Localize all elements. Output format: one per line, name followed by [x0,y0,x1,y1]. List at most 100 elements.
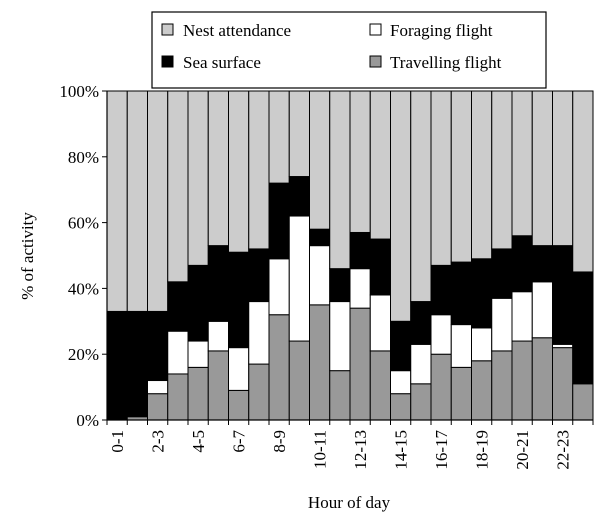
legend-label-sea-surface: Sea surface [183,53,261,72]
bar-foraging-flight-3-4 [167,330,189,375]
bar-sea-surface-19-20 [491,248,513,299]
bar-travelling-flight-11-12 [329,370,351,421]
bar-travelling-flight-14-15 [390,393,412,421]
x-tick-label: 8-9 [270,430,289,453]
legend-swatch-travelling-flight [369,55,382,68]
bar-foraging-flight-8-9 [268,258,290,316]
bar-sea-surface-17-18 [450,261,472,326]
bar-nest-attendance-13-14 [369,90,391,240]
legend-swatch-nest-attendance [161,23,174,36]
bar-foraging-flight-17-18 [450,324,472,368]
bar-foraging-flight-10-11 [309,245,331,306]
bar-sea-surface-1-2 [126,310,148,418]
bar-travelling-flight-13-14 [369,350,391,421]
y-axis-title: % of activity [18,212,37,300]
bar-nest-attendance-23-24 [572,90,594,273]
bar-sea-surface-18-19 [471,258,493,329]
bar-nest-attendance-0-1 [106,90,128,312]
bar-sea-surface-23-24 [572,271,594,385]
y-tick-label: 40% [68,279,99,298]
bar-sea-surface-9-10 [288,176,310,217]
bar-nest-attendance-17-18 [450,90,472,263]
legend-label-travelling-flight: Travelling flight [390,53,502,72]
bar-sea-surface-11-12 [329,268,351,303]
y-tick-label: 60% [68,214,99,233]
y-tick-label: 100% [59,82,99,101]
bar-nest-attendance-9-10 [288,90,310,178]
bar-sea-surface-4-5 [187,264,209,342]
y-tick-label: 80% [68,148,99,167]
x-tick-label: 6-7 [230,430,249,453]
bar-nest-attendance-10-11 [309,90,331,230]
bar-nest-attendance-1-2 [126,90,148,312]
bar-nest-attendance-5-6 [207,90,229,247]
bar-foraging-flight-16-17 [430,314,452,355]
bars-group [106,90,594,421]
bar-sea-surface-6-7 [228,251,250,349]
bar-travelling-flight-4-5 [187,366,209,421]
x-tick-label: 22-23 [554,430,573,470]
bar-nest-attendance-8-9 [268,90,290,184]
y-tick-label: 20% [68,345,99,364]
bar-foraging-flight-7-8 [248,301,270,365]
bar-travelling-flight-22-23 [552,347,574,421]
bar-sea-surface-12-13 [349,231,371,270]
bar-sea-surface-8-9 [268,182,290,260]
bar-foraging-flight-5-6 [207,320,229,352]
legend-swatch-foraging-flight [369,23,382,36]
bar-nest-attendance-4-5 [187,90,209,266]
legend: Nest attendance Foraging flight Sea surf… [151,11,547,89]
x-tick-label: 0-1 [108,430,127,453]
bar-travelling-flight-5-6 [207,350,229,421]
bar-foraging-flight-15-16 [410,343,432,385]
bar-sea-surface-2-3 [147,310,169,382]
bar-foraging-flight-13-14 [369,294,391,352]
bar-foraging-flight-4-5 [187,340,209,368]
bar-travelling-flight-7-8 [248,363,270,421]
bar-foraging-flight-9-10 [288,215,310,342]
x-axis-title: Hour of day [308,493,391,512]
bar-travelling-flight-10-11 [309,304,331,421]
legend-label-foraging-flight: Foraging flight [390,21,493,40]
bar-nest-attendance-12-13 [349,90,371,233]
bar-sea-surface-10-11 [309,228,331,247]
x-tick-label: 16-17 [432,430,451,470]
bar-nest-attendance-20-21 [511,90,533,237]
bar-foraging-flight-6-7 [228,347,250,391]
bar-travelling-flight-19-20 [491,350,513,421]
bar-travelling-flight-8-9 [268,314,290,421]
legend-swatch-sea-surface [161,55,174,68]
bar-sea-surface-22-23 [552,245,574,345]
bar-sea-surface-13-14 [369,238,391,296]
bar-travelling-flight-9-10 [288,340,310,421]
bar-travelling-flight-17-18 [450,366,472,421]
bar-travelling-flight-18-19 [471,360,493,421]
bar-nest-attendance-7-8 [248,90,270,250]
bar-travelling-flight-12-13 [349,307,371,421]
x-tick-label: 10-11 [311,430,330,469]
bar-nest-attendance-19-20 [491,90,513,250]
bar-travelling-flight-3-4 [167,373,189,421]
bar-foraging-flight-21-22 [531,281,553,339]
legend-frame [151,11,547,89]
bar-foraging-flight-2-3 [147,380,169,395]
bar-nest-attendance-6-7 [228,90,250,253]
bar-sea-surface-20-21 [511,235,533,293]
x-tick-label: 4-5 [189,430,208,453]
y-ticks-group: 0% 20% 40% 60% 80% 100% [59,82,107,430]
bar-nest-attendance-14-15 [390,90,412,322]
bar-nest-attendance-21-22 [531,90,553,247]
bar-nest-attendance-15-16 [410,90,432,303]
bar-travelling-flight-6-7 [228,389,250,421]
bar-foraging-flight-20-21 [511,291,533,342]
bar-sea-surface-14-15 [390,320,412,372]
bar-nest-attendance-2-3 [147,90,169,312]
legend-label-nest-attendance: Nest attendance [183,21,291,40]
bar-travelling-flight-20-21 [511,340,533,421]
bar-sea-surface-21-22 [531,245,553,283]
x-tick-label: 2-3 [149,430,168,453]
bar-nest-attendance-22-23 [552,90,574,247]
bar-nest-attendance-16-17 [430,90,452,266]
bar-foraging-flight-18-19 [471,327,493,362]
